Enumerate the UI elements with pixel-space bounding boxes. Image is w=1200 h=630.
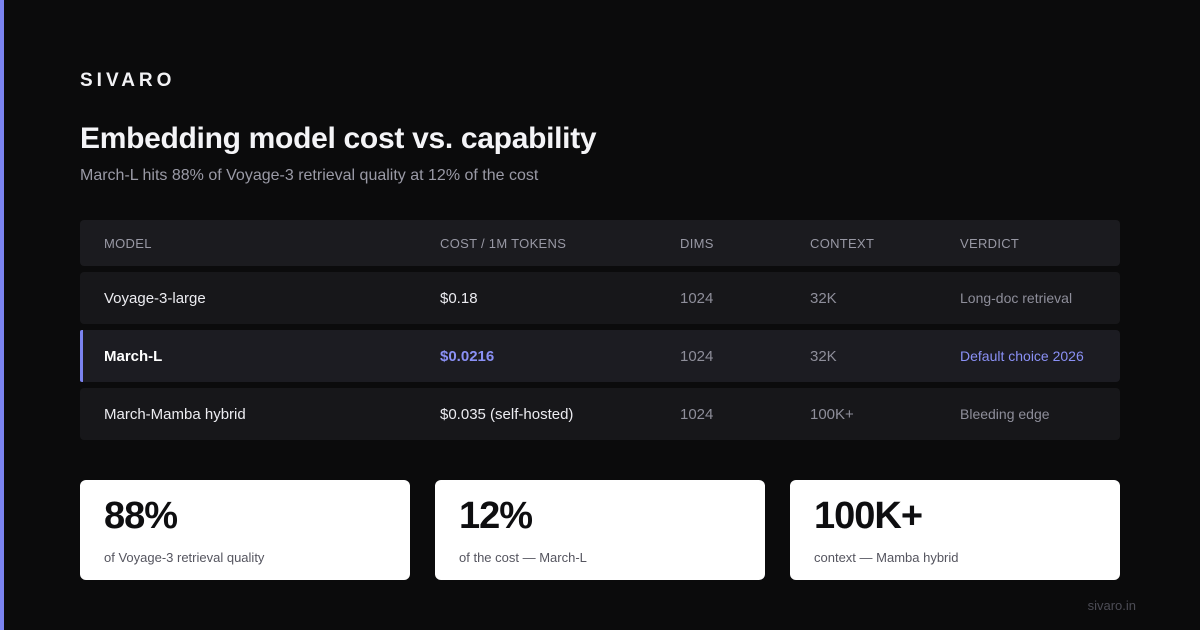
brand-logo: SIVARO [80,70,176,91]
page-subtitle: March-L hits 88% of Voyage-3 retrieval q… [80,167,539,184]
cell-cost: $0.035 (self-hosted) [440,405,574,423]
stat-cards: 88% of Voyage-3 retrieval quality 12% of… [80,480,1120,580]
table-row: Voyage-3-large $0.18 1024 32K Long-doc r… [80,272,1120,324]
header-verdict: VERDICT [960,235,1020,251]
stat-card-cost: 12% of the cost — March-L [435,480,765,580]
header-cost: COST / 1M TOKENS [440,235,567,251]
cell-verdict: Long-doc retrieval [960,290,1073,306]
cell-model: Voyage-3-large [104,289,206,307]
stat-label: of Voyage-3 retrieval quality [104,550,265,565]
cell-verdict: Bleeding edge [960,406,1050,422]
stat-value: 12% [459,495,533,537]
cell-dims: 1024 [680,347,714,365]
cell-model: March-Mamba hybrid [104,405,246,423]
cell-model: March-L [104,347,163,365]
table-row-highlighted: March-L $0.0216 1024 32K Default choice … [80,330,1120,382]
footer-url: sivaro.in [1087,598,1136,613]
cell-verdict: Default choice 2026 [960,348,1084,364]
header-model: MODEL [104,235,152,251]
stat-label: context — Mamba hybrid [814,550,959,565]
header-dims: DIMS [680,235,714,251]
table-header-row: MODEL COST / 1M TOKENS DIMS CONTEXT VERD… [80,220,1120,266]
cell-cost: $0.0216 [440,347,495,365]
cell-dims: 1024 [680,405,714,423]
cell-context: 32K [810,289,837,307]
stat-label: of the cost — March-L [459,550,587,565]
comparison-table: MODEL COST / 1M TOKENS DIMS CONTEXT VERD… [80,220,1120,446]
left-accent-bar [0,0,4,630]
stat-card-context: 100K+ context — Mamba hybrid [790,480,1120,580]
stat-value: 88% [104,495,178,537]
stat-card-quality: 88% of Voyage-3 retrieval quality [80,480,410,580]
page-title: Embedding model cost vs. capability [80,122,597,155]
table-row: March-Mamba hybrid $0.035 (self-hosted) … [80,388,1120,440]
cell-cost: $0.18 [440,289,478,307]
stat-value: 100K+ [814,495,923,537]
header-context: CONTEXT [810,235,875,251]
cell-dims: 1024 [680,289,714,307]
cell-context: 32K [810,347,837,365]
cell-context: 100K+ [810,405,854,423]
